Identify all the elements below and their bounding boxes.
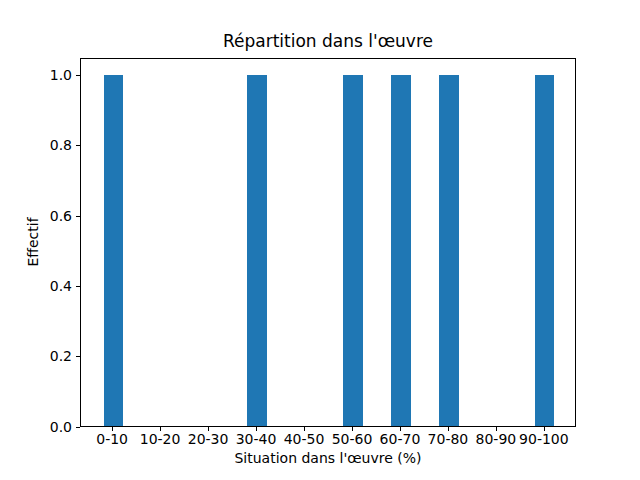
y-tick	[76, 75, 80, 76]
y-axis-label: Effectif	[25, 217, 42, 266]
bar	[104, 75, 123, 426]
x-tick-label: 90-100	[514, 431, 574, 448]
bar	[535, 75, 554, 426]
x-axis-label: Situation dans l'œuvre (%)	[80, 450, 576, 467]
bar	[247, 75, 266, 426]
y-tick	[76, 216, 80, 217]
y-tick-label: 0.4	[31, 278, 72, 295]
chart-figure: Répartition dans l'œuvre 0-1010-2020-303…	[0, 0, 640, 480]
y-tick	[76, 145, 80, 146]
y-tick	[76, 286, 80, 287]
chart-title: Répartition dans l'œuvre	[80, 31, 576, 51]
bar	[439, 75, 458, 426]
plot-area	[80, 58, 576, 427]
y-tick	[76, 356, 80, 357]
y-tick-label: 0.2	[31, 348, 72, 365]
y-tick-label: 0.0	[31, 419, 72, 436]
bar	[391, 75, 410, 426]
y-tick-label: 1.0	[31, 67, 72, 84]
y-tick-label: 0.8	[31, 137, 72, 154]
y-tick	[76, 427, 80, 428]
bar	[343, 75, 362, 426]
